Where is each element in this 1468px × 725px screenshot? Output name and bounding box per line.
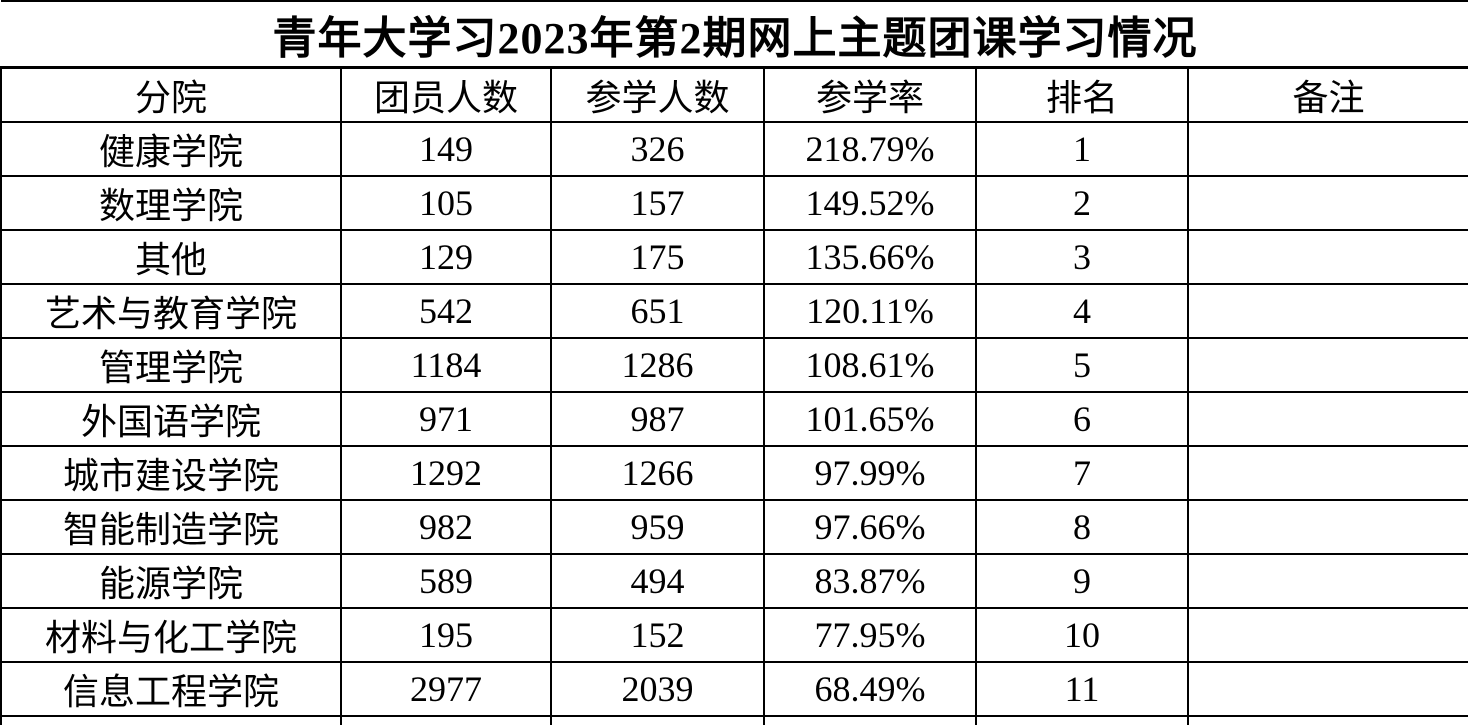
cell-rank: 9 <box>975 553 1189 609</box>
cell-college: 全院统计 <box>0 715 342 725</box>
cell-rate: 101.65% <box>763 391 977 447</box>
table-row: 材料与化工学院 195 152 77.95% 10 <box>0 607 1468 663</box>
cell-remark <box>1186 445 1468 501</box>
cell-rate: 97.66% <box>763 499 977 555</box>
cell-rank: 8 <box>975 499 1189 555</box>
cell-rank: 5 <box>975 337 1189 393</box>
cell-rank: 3 <box>975 229 1189 285</box>
cell-members: 129 <box>340 229 552 285</box>
cell-participants: 157 <box>550 175 765 231</box>
cell-members: 1184 <box>340 337 552 393</box>
cell-remark <box>1186 175 1468 231</box>
table-row: 信息工程学院 2977 2039 68.49% 11 <box>0 661 1468 717</box>
cell-remark <box>1186 121 1468 177</box>
cell-members: 9115 <box>340 715 552 725</box>
page-title: 青年大学习2023年第2期网上主题团课学习情况 <box>1 0 1468 69</box>
cell-participants: 1266 <box>550 445 765 501</box>
cell-college: 其他 <box>0 229 342 285</box>
cell-participants: 651 <box>550 283 765 339</box>
column-header-participants: 参学人数 <box>550 66 765 123</box>
cell-college: 智能制造学院 <box>0 499 342 555</box>
cell-remark <box>1186 337 1468 393</box>
cell-rank: 2 <box>975 175 1189 231</box>
cell-remark <box>1186 229 1468 285</box>
header-row: 分院 团员人数 参学人数 参学率 排名 备注 <box>0 66 1468 123</box>
cell-rate: 68.49% <box>763 661 977 717</box>
cell-remark <box>1186 661 1468 717</box>
cell-college: 艺术与教育学院 <box>0 283 342 339</box>
cell-college: 外国语学院 <box>0 391 342 447</box>
table-row: 外国语学院 971 987 101.65% 6 <box>0 391 1468 447</box>
cell-rank: 1 <box>975 121 1189 177</box>
cell-members: 542 <box>340 283 552 339</box>
cell-rate: 120.11% <box>763 283 977 339</box>
column-header-college: 分院 <box>0 66 342 123</box>
cell-rank: 7 <box>975 445 1189 501</box>
cell-rate: 135.66% <box>763 229 977 285</box>
cell-members: 2977 <box>340 661 552 717</box>
cell-rate: 77.95% <box>763 607 977 663</box>
title-row: 青年大学习2023年第2期网上主题团课学习情况 <box>1 0 1468 69</box>
table-row: 数理学院 105 157 149.52% 2 <box>0 175 1468 231</box>
cell-rate: 108.61% <box>763 337 977 393</box>
cell-rate: 97.99% <box>763 445 977 501</box>
cell-participants: 987 <box>550 391 765 447</box>
cell-members: 589 <box>340 553 552 609</box>
cell-remark <box>1186 499 1468 555</box>
cell-members: 149 <box>340 121 552 177</box>
cell-remark <box>1186 607 1468 663</box>
cell-college: 管理学院 <box>0 337 342 393</box>
table-row: 艺术与教育学院 542 651 120.11% 4 <box>0 283 1468 339</box>
table-row: 能源学院 589 494 83.87% 9 <box>0 553 1468 609</box>
table-row: 管理学院 1184 1286 108.61% 5 <box>0 337 1468 393</box>
cell-rate: 218.79% <box>763 121 977 177</box>
cell-college: 信息工程学院 <box>0 661 342 717</box>
cell-college: 健康学院 <box>0 121 342 177</box>
column-header-remark: 备注 <box>1186 66 1468 123</box>
cell-members: 1292 <box>340 445 552 501</box>
cell-college: 数理学院 <box>0 175 342 231</box>
cell-participants: 152 <box>550 607 765 663</box>
cell-rank: 10 <box>975 607 1189 663</box>
cell-remark <box>1186 715 1468 725</box>
table-row: 城市建设学院 1292 1266 97.99% 7 <box>0 445 1468 501</box>
cell-participants: 959 <box>550 499 765 555</box>
cell-rate: 93.17% <box>763 715 977 725</box>
cell-members: 105 <box>340 175 552 231</box>
cell-members: 195 <box>340 607 552 663</box>
cell-remark <box>1186 283 1468 339</box>
cell-college: 材料与化工学院 <box>0 607 342 663</box>
cell-participants: 175 <box>550 229 765 285</box>
cell-college: 能源学院 <box>0 553 342 609</box>
cell-participants: 494 <box>550 553 765 609</box>
cell-rank <box>975 715 1189 725</box>
column-header-rank: 排名 <box>975 66 1189 123</box>
cell-rank: 6 <box>975 391 1189 447</box>
cell-rank: 4 <box>975 283 1189 339</box>
cell-remark <box>1186 553 1468 609</box>
cell-participants: 326 <box>550 121 765 177</box>
table-row: 健康学院 149 326 218.79% 1 <box>0 121 1468 177</box>
cell-rank: 11 <box>975 661 1189 717</box>
cell-remark <box>1186 391 1468 447</box>
cell-participants: 8492 <box>550 715 765 725</box>
column-header-members: 团员人数 <box>340 66 552 123</box>
cell-participants: 1286 <box>550 337 765 393</box>
cell-participants: 2039 <box>550 661 765 717</box>
column-header-rate: 参学率 <box>763 66 977 123</box>
cell-college: 城市建设学院 <box>0 445 342 501</box>
table-row: 全院统计9115849293.17% <box>0 715 1468 725</box>
table-row: 其他 129 175 135.66% 3 <box>0 229 1468 285</box>
cell-rate: 83.87% <box>763 553 977 609</box>
cell-rate: 149.52% <box>763 175 977 231</box>
cell-members: 971 <box>340 391 552 447</box>
table-row: 智能制造学院 982 959 97.66% 8 <box>0 499 1468 555</box>
cell-members: 982 <box>340 499 552 555</box>
